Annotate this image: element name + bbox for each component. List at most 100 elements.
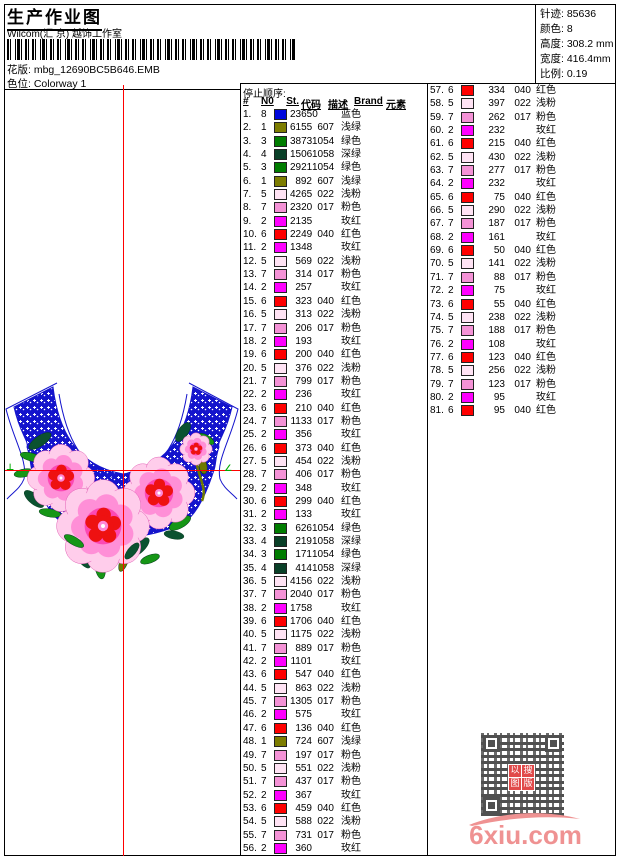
color-swatch — [274, 736, 287, 748]
table-row: 64. 2 232 玫红 — [430, 178, 556, 190]
color-swatch — [274, 135, 287, 147]
color-swatch — [274, 642, 287, 654]
table-row: 27. 5 454 022 浅粉 — [243, 455, 361, 467]
table-row: 33. 4 219 1058 深绿 — [243, 536, 361, 547]
color-swatch — [274, 549, 287, 561]
table-row: 7. 5 4265 022 浅粉 — [243, 189, 361, 201]
table-row: 3. 3 3873 1054 绿色 — [243, 135, 361, 147]
color-swatch — [274, 629, 287, 641]
table-row: 77. 6 123 040 红色 — [430, 351, 556, 363]
color-swatch — [274, 322, 287, 334]
color-swatch — [274, 415, 287, 427]
table-row: 38. 2 1758 玫红 — [243, 602, 361, 614]
table-row: 46. 2 575 玫红 — [243, 709, 361, 721]
color-swatch — [274, 802, 287, 814]
color-swatch — [461, 98, 474, 110]
color-swatch — [274, 162, 287, 174]
table-row: 71. 7 88 017 粉色 — [430, 271, 556, 283]
color-swatch — [461, 85, 474, 96]
color-swatch — [461, 151, 474, 163]
color-swatch — [274, 682, 287, 694]
color-swatch — [461, 138, 474, 150]
table-row: 67. 7 187 017 粉色 — [430, 218, 556, 230]
scale-row: 比例: 0.19 — [540, 68, 588, 80]
color-swatch — [461, 178, 474, 190]
table-row: 29. 2 348 玫红 — [243, 482, 361, 494]
header-bottom-rule — [4, 89, 241, 90]
table-row: 52. 2 367 玫红 — [243, 789, 361, 801]
color-swatch — [274, 509, 287, 521]
table-row: 45. 7 1305 017 粉色 — [243, 696, 361, 708]
watermark-text: 6xiu.com — [469, 820, 582, 850]
color-swatch — [274, 696, 287, 708]
table-row: 26. 6 373 040 红色 — [243, 442, 361, 454]
peony-flower — [179, 432, 213, 466]
column-header: Brand — [354, 96, 383, 107]
column-header: # — [243, 96, 249, 107]
table-row: 69. 6 50 040 红色 — [430, 245, 556, 257]
color-swatch — [274, 202, 287, 214]
pattern-value: mbg_12690BC5B646.EMB — [33, 64, 160, 76]
color-swatch — [274, 482, 287, 494]
color-swatch — [461, 111, 474, 123]
color-swatch — [274, 455, 287, 467]
column-header: 描述 — [328, 100, 348, 111]
table-row: 48. 1 724 607 浅绿 — [243, 736, 361, 748]
table-row: 17. 7 206 017 粉色 — [243, 322, 361, 334]
height-row: 高度: 308.2 mm — [540, 38, 614, 50]
color-swatch — [274, 762, 287, 774]
color-swatch — [461, 285, 474, 297]
table-row: 59. 7 262 017 粉色 — [430, 111, 556, 123]
table-column-divider — [427, 83, 428, 855]
table-row: 58. 5 397 022 浅粉 — [430, 98, 556, 110]
table-row: 14. 2 257 玫红 — [243, 282, 361, 294]
color-swatch — [461, 351, 474, 363]
table-row: 40. 5 1175 022 浅粉 — [243, 629, 361, 641]
color-swatch — [274, 402, 287, 414]
color-count-row: 颜色: 8 — [540, 23, 573, 35]
table-row: 54. 5 588 022 浅粉 — [243, 816, 361, 828]
table-row: 72. 2 75 玫红 — [430, 285, 556, 297]
column-header: 元素 — [386, 100, 406, 111]
qr-finder-icon — [483, 735, 500, 752]
table-row: 1. 8 23650 蓝色 — [243, 109, 361, 120]
pattern-file-row: 花版: mbg_12690BC5B646.EMB — [7, 62, 160, 77]
table-row: 66. 5 290 022 浅粉 — [430, 205, 556, 217]
table-row: 47. 6 136 040 红色 — [243, 722, 361, 734]
table-header: # N0 St. 代码 描述 Brand 元素 — [243, 96, 425, 111]
pattern-label: 花版: — [7, 64, 31, 76]
color-swatch — [461, 365, 474, 377]
color-swatch — [274, 722, 287, 734]
table-row: 35. 4 414 1058 深绿 — [243, 562, 361, 574]
color-swatch — [461, 311, 474, 323]
qr-finder-icon — [545, 735, 562, 752]
table-row: 9. 2 2135 玫红 — [243, 215, 361, 227]
table-column-left: 1. 8 23650 蓝色 2. 1 6155 607 浅绿 3. 3 3873 1054 绿色 4. 4 15… — [243, 108, 425, 855]
color-swatch — [274, 389, 287, 401]
design-preview — [5, 382, 239, 580]
color-swatch — [461, 338, 474, 350]
qr-finder-icon — [483, 797, 500, 814]
color-swatch — [274, 709, 287, 721]
color-swatch — [461, 378, 474, 390]
color-swatch — [461, 391, 474, 403]
crosshair-horizontal — [5, 470, 240, 471]
color-swatch — [461, 325, 474, 337]
table-row: 53. 6 459 040 红色 — [243, 802, 361, 814]
table-row: 5. 3 2921 1054 绿色 — [243, 162, 361, 174]
table-row: 80. 2 95 玫红 — [430, 391, 556, 403]
color-swatch — [274, 669, 287, 681]
color-swatch — [274, 189, 287, 201]
table-row: 44. 5 863 022 浅粉 — [243, 682, 361, 694]
color-swatch — [274, 776, 287, 788]
table-row: 34. 3 171 1054 绿色 — [243, 549, 361, 561]
table-row: 43. 6 547 040 红色 — [243, 669, 361, 681]
peony-flower — [122, 456, 196, 530]
table-row: 57. 6 334 040 红色 — [430, 85, 556, 96]
peony-flower — [56, 479, 150, 573]
width-row: 宽度: 416.4mm — [540, 53, 611, 65]
color-swatch — [461, 218, 474, 230]
color-swatch — [274, 282, 287, 294]
color-swatch — [274, 242, 287, 254]
color-swatch — [461, 271, 474, 283]
